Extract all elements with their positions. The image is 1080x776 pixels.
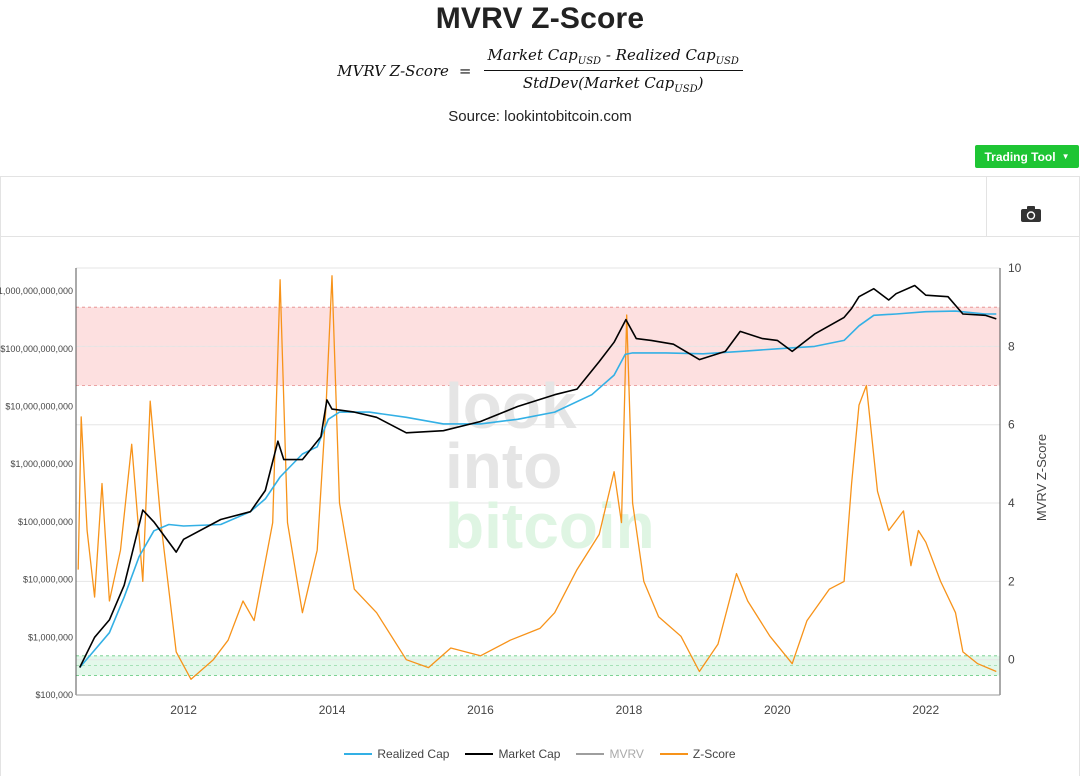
legend-item-market-cap[interactable]: Market Cap bbox=[465, 747, 560, 761]
right-axis-title: MVRV Z-Score bbox=[1034, 434, 1049, 521]
x-tick-label: 2022 bbox=[912, 703, 939, 717]
left-tick-label: $1,000,000,000 bbox=[10, 459, 73, 469]
left-tick-label: $10,000,000 bbox=[23, 575, 73, 585]
watermark-line1: look bbox=[445, 370, 577, 442]
legend-swatch bbox=[465, 753, 494, 755]
series-line-market-cap bbox=[78, 284, 997, 668]
mvrv-formula: MVRV Z-Score = Market CapUSD - Realized … bbox=[0, 46, 1080, 95]
chevron-down-icon: ▼ bbox=[1061, 152, 1070, 161]
formula-denominator: StdDev(Market CapUSD) bbox=[522, 74, 704, 95]
x-tick-label: 2020 bbox=[764, 703, 791, 717]
x-tick-label: 2014 bbox=[319, 703, 346, 717]
legend-label: Market Cap bbox=[498, 747, 561, 761]
formula-numerator: Market CapUSD - Realized CapUSD bbox=[483, 46, 743, 71]
legend-item-realized-cap[interactable]: Realized Cap bbox=[344, 747, 449, 761]
series-line-realized-cap bbox=[79, 310, 997, 669]
legend-item-mvrv[interactable]: MVRV bbox=[576, 747, 644, 761]
left-tick-label: $100,000,000,000 bbox=[0, 344, 73, 354]
chart-axes: 0 2 4 6 8 10 $100,000 $1,000,000 $10,000,000 $100… bbox=[0, 261, 1049, 717]
formula-fraction: Market CapUSD - Realized CapUSD StdDev(M… bbox=[483, 46, 743, 95]
x-tick-label: 2012 bbox=[170, 703, 197, 717]
left-tick-label: $100,000 bbox=[35, 690, 73, 700]
legend-label: Realized Cap bbox=[377, 747, 450, 761]
left-tick-label: $1,000,000,000,000 bbox=[0, 286, 73, 296]
page-title: MVRV Z-Score bbox=[435, 2, 645, 35]
formula-equals: = bbox=[458, 61, 472, 80]
x-tick-label: 2016 bbox=[467, 703, 494, 717]
camera-icon[interactable] bbox=[1021, 206, 1041, 222]
source-text: Source: lookintobitcoin.com bbox=[448, 108, 632, 125]
right-tick-label: 2 bbox=[1008, 574, 1015, 588]
watermark: look into bitcoin bbox=[445, 370, 655, 562]
right-tick-label: 6 bbox=[1008, 418, 1015, 432]
chart-toolbar bbox=[1, 177, 1079, 237]
series-line-z-score bbox=[77, 275, 997, 680]
left-tick-label: $100,000,000 bbox=[18, 517, 73, 527]
chart-legend: Realized Cap Market Cap MVRV Z-Score bbox=[0, 747, 1080, 761]
left-tick-label: $10,000,000,000 bbox=[5, 401, 73, 411]
right-tick-label: 10 bbox=[1008, 261, 1022, 275]
right-tick-label: 0 bbox=[1008, 653, 1015, 667]
x-tick-label: 2018 bbox=[616, 703, 643, 717]
toolbar-divider bbox=[986, 177, 987, 237]
watermark-line3: bitcoin bbox=[445, 490, 655, 562]
legend-item-z-score[interactable]: Z-Score bbox=[659, 747, 736, 761]
formula-lhs: MVRV Z-Score bbox=[337, 61, 449, 80]
legend-swatch bbox=[344, 753, 373, 755]
trading-tool-label: Trading Tool bbox=[984, 149, 1056, 164]
trading-tool-button[interactable]: Trading Tool ▼ bbox=[975, 145, 1079, 168]
left-tick-label: $1,000,000 bbox=[28, 632, 73, 642]
legend-swatch bbox=[659, 753, 688, 755]
right-tick-label: 8 bbox=[1008, 339, 1015, 353]
legend-label: MVRV bbox=[609, 747, 644, 761]
chart-series bbox=[77, 275, 997, 680]
right-tick-label: 4 bbox=[1008, 496, 1015, 510]
legend-swatch bbox=[576, 753, 605, 755]
watermark-line2: into bbox=[445, 430, 562, 502]
legend-label: Z-Score bbox=[692, 747, 736, 761]
chart-grid bbox=[76, 267, 1000, 661]
